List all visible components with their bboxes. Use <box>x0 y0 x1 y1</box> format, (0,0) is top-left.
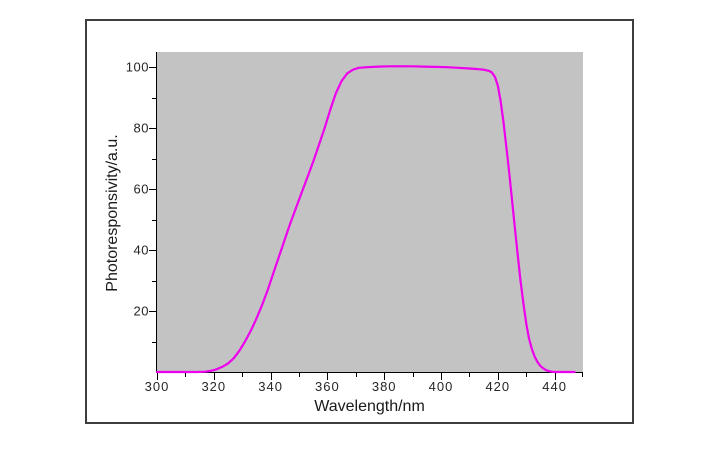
x-tick-label: 360 <box>315 379 340 394</box>
y-tick-label: 20 <box>133 303 149 319</box>
y-minor-tick <box>152 158 156 160</box>
y-tick-label: 80 <box>133 120 149 136</box>
y-minor-tick <box>152 97 156 99</box>
x-minor-tick <box>412 373 414 377</box>
x-tick-label: 300 <box>144 379 170 394</box>
x-minor-tick <box>526 373 528 377</box>
y-tick-label: 100 <box>125 59 149 75</box>
x-major-tick <box>554 373 556 380</box>
x-tick-labels: 300 320 340 360 380 400 420 440 <box>145 379 583 395</box>
x-minor-tick <box>242 373 244 377</box>
y-major-tick <box>149 311 156 313</box>
x-tick-label: 320 <box>201 379 227 394</box>
x-major-tick <box>213 373 215 380</box>
x-major-tick <box>384 373 386 380</box>
y-major-tick <box>149 128 156 130</box>
curve-svg <box>155 65 576 374</box>
y-minor-tick <box>152 219 156 221</box>
x-minor-tick <box>185 373 187 377</box>
x-minor-tick <box>582 373 583 377</box>
y-minor-tick <box>152 280 156 282</box>
x-major-tick <box>270 373 272 380</box>
x-axis-title: Wavelength/nm <box>314 398 425 415</box>
y-major-tick <box>149 189 156 191</box>
x-tick-label: 400 <box>428 379 454 394</box>
x-tick-label: 380 <box>371 379 397 394</box>
y-major-tick <box>149 67 156 69</box>
x-major-tick <box>497 373 499 380</box>
x-major-tick <box>157 373 158 380</box>
x-tick-label: 340 <box>258 379 283 394</box>
x-minor-tick <box>299 373 300 377</box>
x-tick-label: 440 <box>542 379 567 394</box>
x-major-tick <box>327 373 329 380</box>
y-axis-title: Photoresponsivity/a.u. <box>104 134 121 292</box>
photoresponsivity-curve <box>155 65 576 374</box>
y-major-tick <box>149 250 156 252</box>
y-minor-tick <box>152 341 156 343</box>
y-tick-labels: 20 40 60 80 100 <box>97 52 149 372</box>
x-minor-tick <box>469 373 471 377</box>
x-minor-tick <box>355 373 357 377</box>
x-tick-label: 420 <box>485 379 511 394</box>
x-major-tick <box>441 373 442 380</box>
y-tick-label: 60 <box>133 181 149 197</box>
plot-area: 20 40 60 80 100 300 320 340 360 380 400 420 440 <box>126 52 583 394</box>
y-tick-label: 40 <box>133 242 149 258</box>
